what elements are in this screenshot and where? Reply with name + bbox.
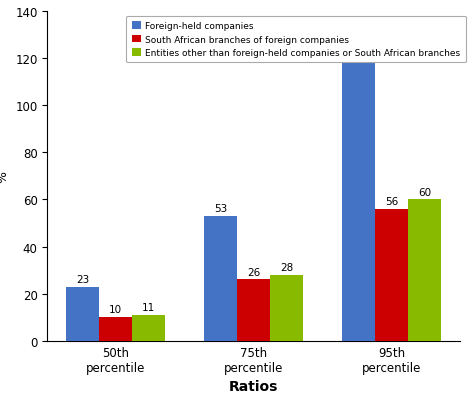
Bar (204, 217, 237, 341)
Text: 11: 11 (142, 302, 155, 312)
Bar (132, 315, 165, 341)
Bar (270, 275, 303, 341)
Text: 10: 10 (109, 305, 122, 314)
Text: 28: 28 (280, 262, 293, 272)
Bar (66, 287, 99, 341)
Bar (99, 317, 132, 341)
Bar (408, 200, 441, 341)
Text: 53: 53 (214, 204, 227, 214)
Text: 60: 60 (418, 187, 431, 197)
Text: 26: 26 (247, 267, 260, 277)
Text: 119: 119 (348, 49, 368, 59)
X-axis label: Ratios: Ratios (229, 379, 278, 393)
Bar (342, 61, 375, 341)
Legend: Foreign-held companies, South African branches of foreign companies, Entities ot: Foreign-held companies, South African br… (126, 16, 465, 63)
Text: 23: 23 (76, 274, 89, 284)
Y-axis label: %: % (0, 170, 10, 182)
Text: 56: 56 (385, 196, 398, 207)
Bar (375, 209, 408, 341)
Bar (237, 280, 270, 341)
